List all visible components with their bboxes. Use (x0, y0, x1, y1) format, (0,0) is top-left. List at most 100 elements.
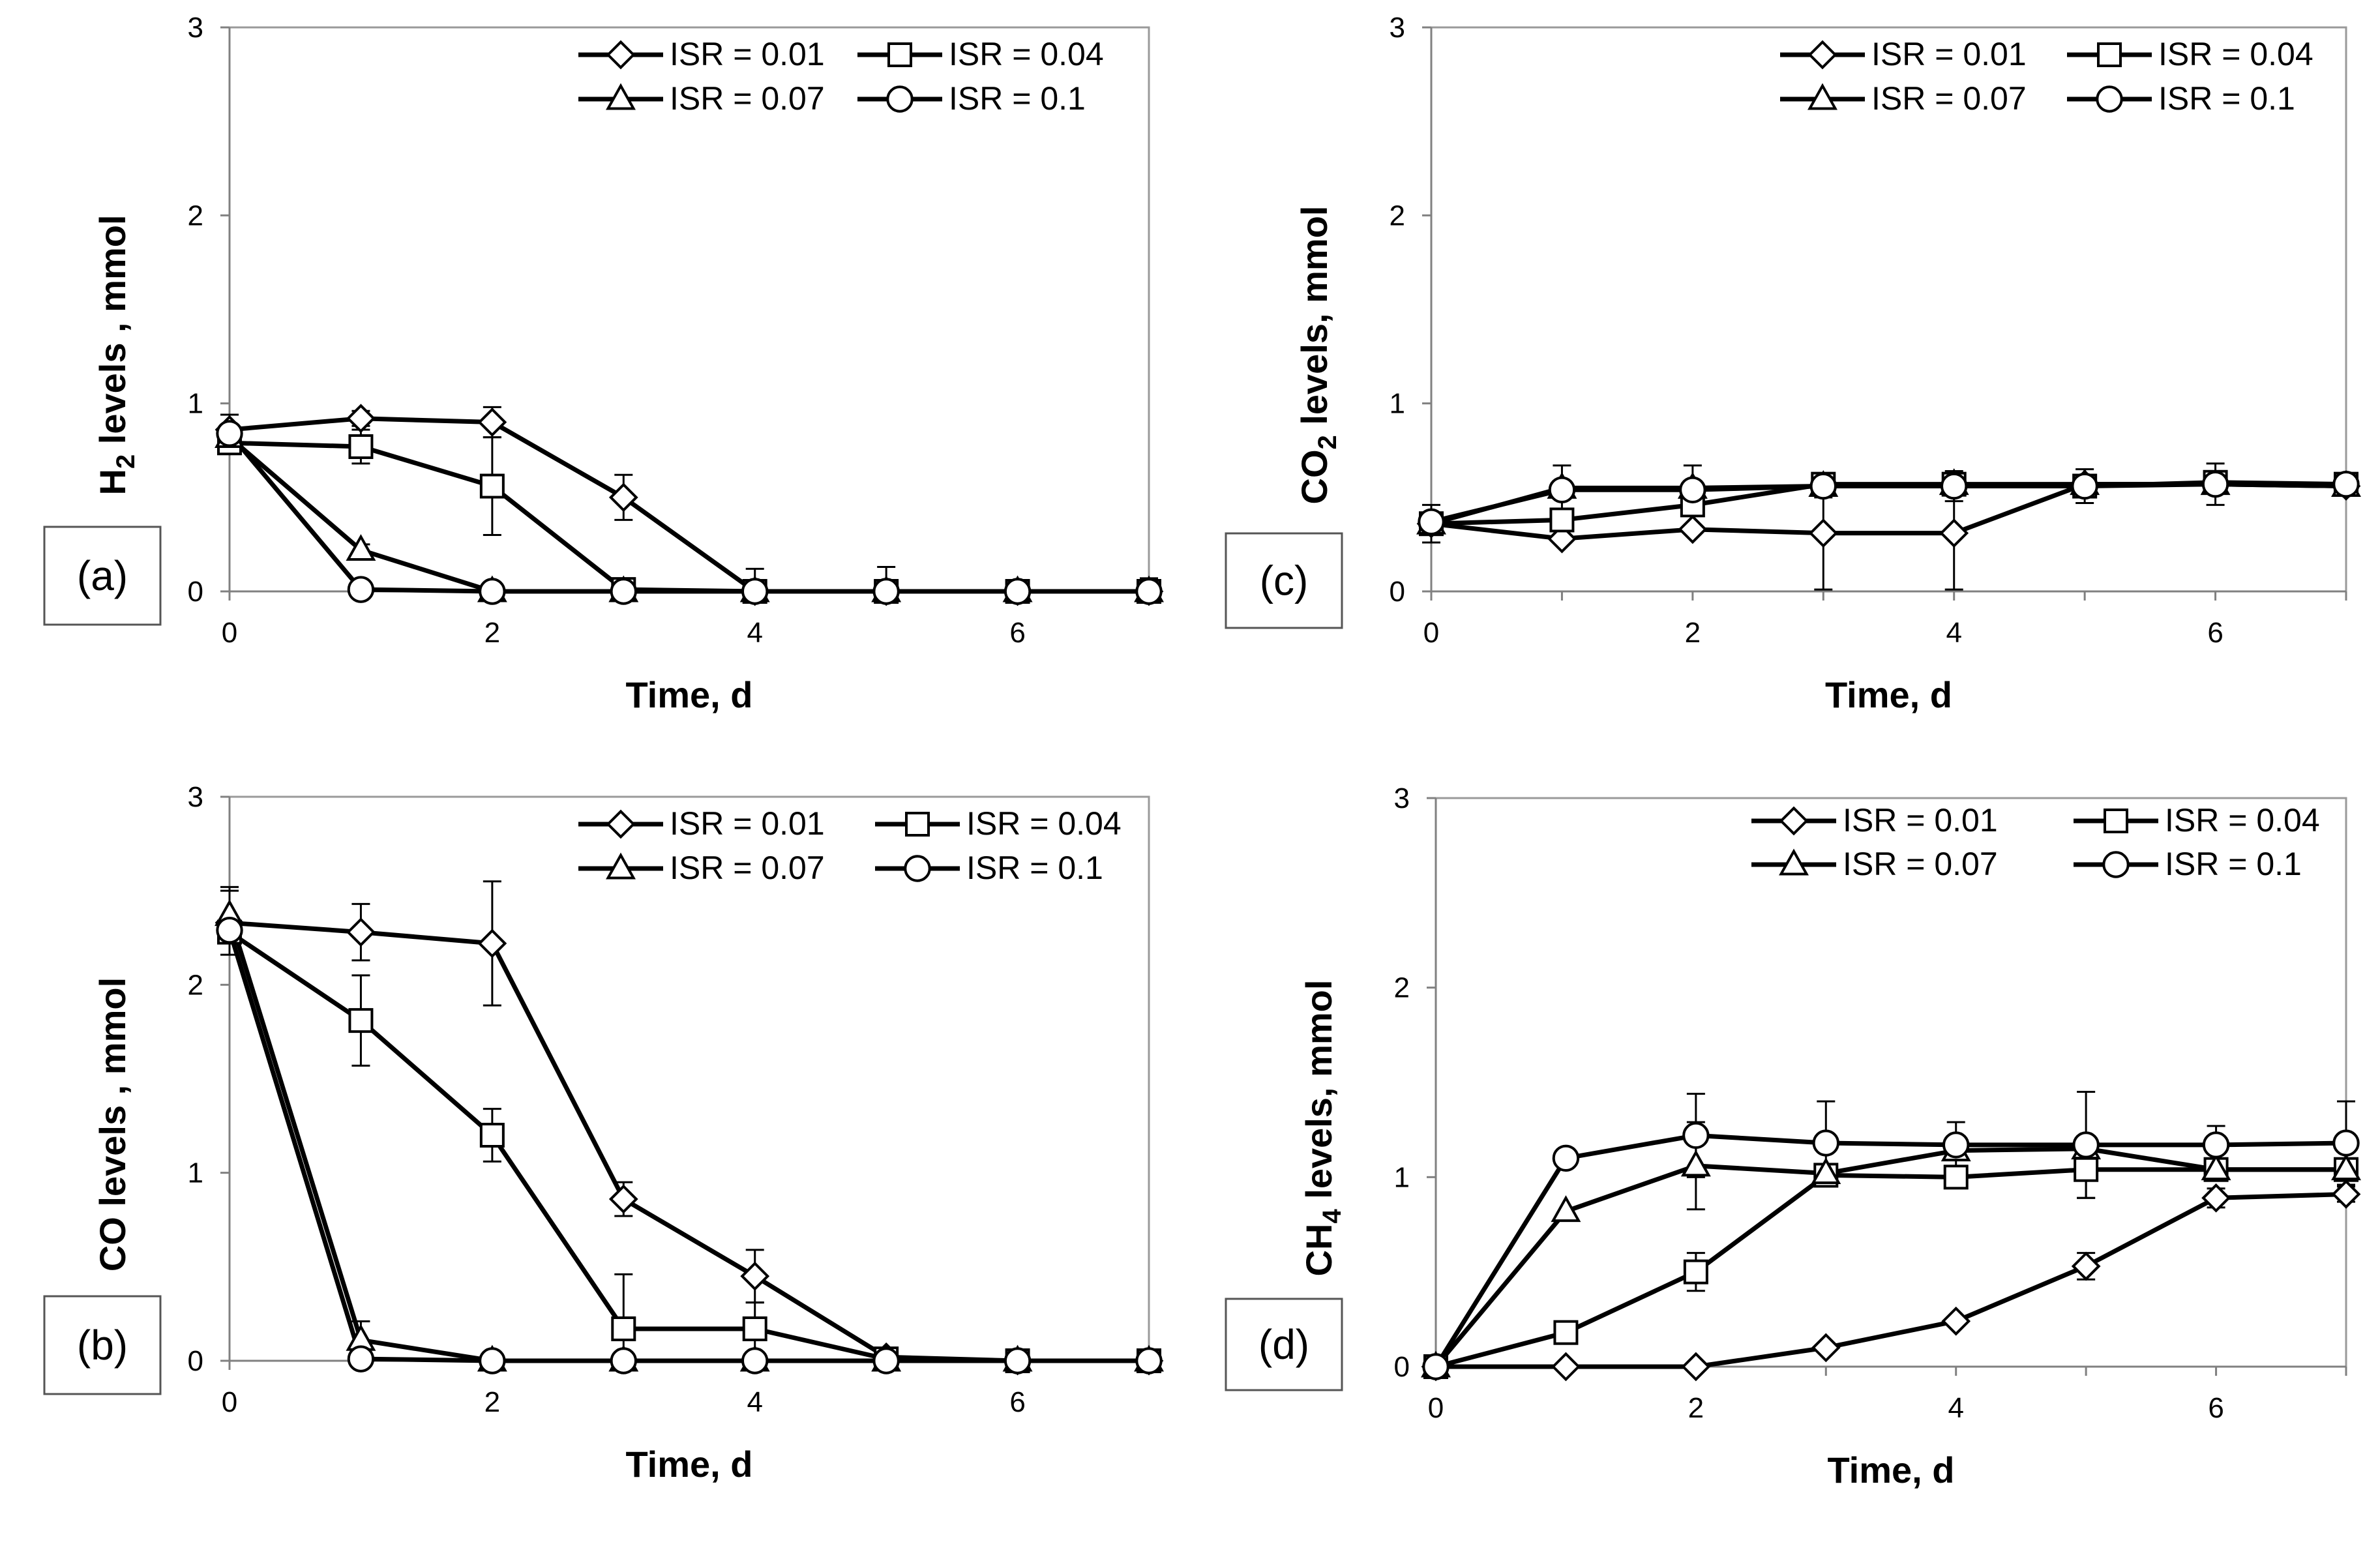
legend: ISR = 0.01 ISR = 0.04 ISR = 0.07 ISR = 0.1 (578, 36, 1104, 117)
legend-marker-square (2104, 809, 2128, 833)
legend-label: ISR = 0.1 (966, 850, 1103, 886)
data-point-square (742, 1316, 767, 1341)
x-tick-label: 4 (1948, 1392, 1963, 1424)
chart-panel-b: 0 1 2 3 0 2 4 6 Time, d CO levels , mmol (b) ISR = … (43, 781, 1164, 1485)
data-point-circle (1135, 578, 1163, 605)
data-point-circle (479, 578, 506, 605)
y-tick-label: 2 (1394, 972, 1410, 1004)
legend-marker-diamond (1807, 40, 1837, 70)
x-tick-label: 2 (484, 617, 500, 649)
markers-circle (1422, 1121, 2360, 1380)
x-tick-label: 6 (2207, 617, 2223, 649)
markers-circle (216, 420, 1163, 605)
data-point-circle (872, 1347, 900, 1374)
legend: ISR = 0.01 ISR = 0.04 ISR = 0.07 ISR = 0.1 (1751, 802, 2320, 882)
y-axis-title-base: CH (1298, 1224, 1339, 1277)
legend-item: ISR = 0.04 (2067, 36, 2313, 72)
data-point-square (2074, 1157, 2099, 1182)
y-tick-label: 3 (188, 12, 203, 44)
series-diamond (220, 880, 1149, 1363)
data-point-circle (347, 1345, 375, 1373)
x-tick-label: 0 (1428, 1392, 1444, 1424)
y-axis-title-rest: levels, mmol (1298, 980, 1339, 1210)
y-axis-title: CO2 levels, mmol (1294, 206, 1342, 505)
data-point-circle (1941, 472, 1968, 500)
data-point-triangle (2201, 1153, 2231, 1181)
data-point-diamond (1547, 524, 1577, 554)
data-point-circle (610, 578, 637, 605)
legend-label: ISR = 0.01 (670, 805, 825, 842)
panel-label-box (1225, 532, 1343, 629)
data-point-circle (2201, 470, 2229, 498)
data-point-triangle (1811, 1157, 1841, 1184)
markers-square (217, 919, 1161, 1373)
data-point-diamond (2071, 1251, 2101, 1281)
legend-marker-diamond (606, 40, 636, 70)
data-point-diamond (1808, 518, 1838, 548)
y-axis-title: CH4 levels, mmol (1298, 980, 1346, 1277)
data-point-diamond (477, 928, 507, 958)
y-tick-label: 3 (1390, 12, 1405, 44)
y-axis-title-subscript: 2 (112, 454, 140, 469)
panel-label-box (43, 1295, 162, 1395)
series-line (1435, 1167, 2346, 1369)
data-point-circle (1809, 472, 1837, 500)
series-line (1434, 1146, 2346, 1369)
x-tick-label: 6 (1009, 617, 1025, 649)
data-point-circle (347, 576, 375, 603)
legend-label: ISR = 0.07 (1843, 846, 1998, 882)
panel-label-box (43, 526, 162, 626)
data-point-circle (1812, 1129, 1839, 1157)
x-tick-label: 4 (747, 617, 762, 649)
data-point-circle (1422, 1353, 1450, 1380)
legend-marker-triangle (1807, 83, 1837, 110)
y-tick-label: 1 (1394, 1161, 1410, 1193)
x-tick-label: 2 (1685, 617, 1701, 649)
data-point-square (348, 1008, 374, 1033)
legend-label: ISR = 0.1 (2165, 846, 2302, 882)
legend-marker-circle (904, 855, 931, 882)
data-point-diamond (1551, 1352, 1581, 1382)
data-point-square (1683, 1259, 1708, 1284)
legend-item: ISR = 0.01 (578, 805, 825, 842)
x-axis-title: Time, d (1827, 1449, 1954, 1491)
series-line (229, 920, 1149, 1363)
data-point-circle (741, 578, 769, 605)
data-point-diamond (1941, 1306, 1971, 1336)
data-point-diamond (477, 408, 507, 437)
data-point-triangle (1551, 1195, 1581, 1223)
legend-item: ISR = 0.1 (875, 850, 1103, 886)
series-triangle (220, 885, 1149, 1363)
series-line (228, 930, 1149, 1363)
x-tick-label: 0 (222, 617, 237, 649)
legend-marker-square (2097, 42, 2122, 67)
data-point-circle (1552, 1144, 1580, 1172)
markers-circle (1418, 470, 2360, 536)
legend-label: ISR = 0.04 (2158, 36, 2313, 72)
y-axis-title: H2 levels , mmol (92, 215, 140, 496)
y-axis-title-base: H (92, 469, 133, 495)
data-point-circle (1418, 508, 1445, 536)
series-triangle (228, 435, 1149, 594)
x-tick-label: 2 (1688, 1392, 1704, 1424)
legend-label: ISR = 0.07 (670, 850, 825, 886)
y-tick-label: 3 (188, 781, 203, 813)
data-point-circle (216, 420, 243, 447)
legend-item: ISR = 0.01 (578, 36, 825, 72)
series-circle (227, 929, 1149, 1363)
legend: ISR = 0.01 ISR = 0.04 ISR = 0.07 ISR = 0.1 (1780, 36, 2313, 117)
legend-label: ISR = 0.04 (949, 36, 1104, 72)
series-square (228, 930, 1149, 1363)
legend-marker-triangle (606, 852, 636, 880)
data-point-square (479, 1123, 505, 1148)
data-point-diamond (1681, 1352, 1711, 1382)
legend-item: ISR = 0.01 (1780, 36, 2027, 72)
markers-triangle (215, 899, 1164, 1372)
data-point-square (611, 1316, 636, 1341)
markers-circle (216, 917, 1163, 1374)
data-point-circle (741, 1347, 769, 1374)
legend-marker-circle (2102, 851, 2130, 878)
data-point-diamond (2201, 1183, 2231, 1213)
legend: ISR = 0.01 ISR = 0.04 ISR = 0.07 ISR = 0.1 (578, 805, 1122, 886)
